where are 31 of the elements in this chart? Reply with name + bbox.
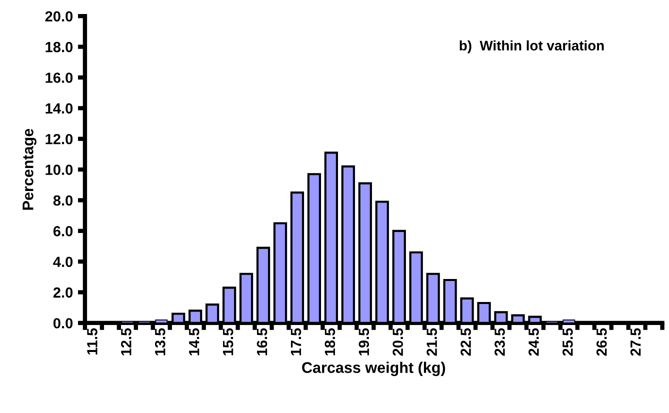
y-tick-label: 10.0 bbox=[46, 164, 73, 175]
x-tick-label: 26.5 bbox=[596, 328, 607, 356]
y-tick-label: 6.0 bbox=[53, 226, 73, 236]
x-tick-label: 24.5 bbox=[528, 328, 539, 356]
y-tick-label: 18.0 bbox=[46, 42, 73, 52]
x-tick-label: 20.5 bbox=[392, 328, 404, 356]
y-tick-label: 0.0 bbox=[53, 318, 73, 328]
x-tick-label: 17.5 bbox=[290, 328, 302, 356]
x-tick-label: 19.5 bbox=[358, 328, 370, 356]
x-tick-label: 12.5 bbox=[121, 328, 132, 356]
y-tick-label: 8.0 bbox=[53, 195, 73, 206]
y-tick-label: 16.0 bbox=[46, 72, 73, 83]
y-tick-label: 4.0 bbox=[53, 256, 73, 268]
x-tick-label: 13.5 bbox=[154, 328, 166, 356]
annotation: b) Within lot variation bbox=[460, 40, 604, 54]
x-tick-label: 11.5 bbox=[87, 328, 98, 354]
y-axis-title: Percentage bbox=[22, 128, 36, 210]
x-tick-label: 27.5 bbox=[630, 328, 641, 356]
y-tick-label: 12.0 bbox=[46, 134, 73, 144]
y-tick-label: 14.0 bbox=[46, 103, 73, 114]
x-tick-label: 23.5 bbox=[494, 328, 505, 356]
y-tick-label: 2.0 bbox=[53, 287, 73, 298]
x-tick-label: 21.5 bbox=[426, 328, 437, 356]
x-tick-label: 14.5 bbox=[189, 328, 200, 356]
x-tick-label: 15.5 bbox=[223, 328, 234, 356]
x-tick-label: 16.5 bbox=[256, 328, 268, 356]
x-tick-label: 22.5 bbox=[460, 328, 471, 356]
x-tick-label: 25.5 bbox=[562, 328, 573, 356]
x-axis-title: Carcass weight (kg) bbox=[302, 362, 446, 376]
y-tick-label: 20.0 bbox=[45, 11, 73, 22]
x-tick-label: 18.5 bbox=[324, 328, 336, 356]
